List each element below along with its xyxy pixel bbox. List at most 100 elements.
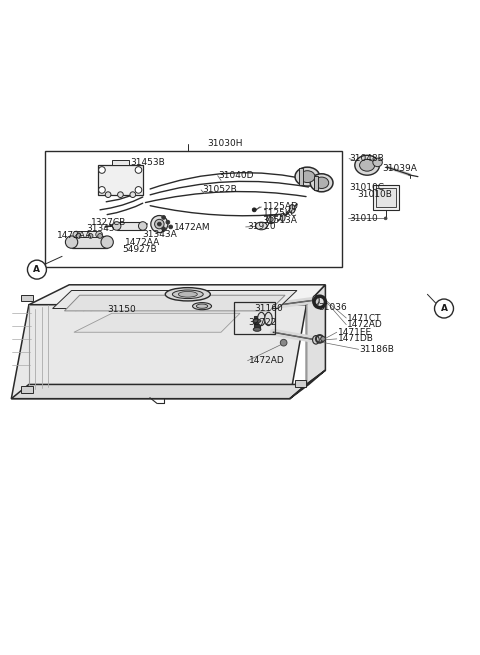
Text: 1125AD: 1125AD xyxy=(263,202,299,212)
Polygon shape xyxy=(53,291,297,309)
Ellipse shape xyxy=(295,167,320,186)
Text: 31160: 31160 xyxy=(254,304,283,313)
Text: 31030H: 31030H xyxy=(207,139,242,148)
Ellipse shape xyxy=(165,288,210,301)
Bar xyxy=(300,168,303,185)
Circle shape xyxy=(73,231,80,238)
Circle shape xyxy=(155,219,164,229)
Polygon shape xyxy=(64,295,285,311)
Circle shape xyxy=(151,215,168,233)
Bar xyxy=(21,386,33,393)
Text: 1471EE: 1471EE xyxy=(338,328,372,337)
Circle shape xyxy=(266,215,275,223)
Text: 1472AD: 1472AD xyxy=(347,320,383,329)
Text: 31052B: 31052B xyxy=(202,185,237,195)
Bar xyxy=(295,380,306,387)
Circle shape xyxy=(135,187,142,193)
Polygon shape xyxy=(29,285,325,305)
Circle shape xyxy=(98,166,105,174)
Text: 32722: 32722 xyxy=(249,318,277,328)
Circle shape xyxy=(138,221,147,231)
Text: 31343A: 31343A xyxy=(143,231,178,240)
Bar xyxy=(373,185,399,210)
Ellipse shape xyxy=(280,214,285,221)
Bar xyxy=(21,295,33,301)
Ellipse shape xyxy=(355,155,380,175)
Text: 1472AM: 1472AM xyxy=(174,223,210,233)
Ellipse shape xyxy=(172,290,203,299)
Bar xyxy=(314,176,318,190)
Circle shape xyxy=(112,221,121,231)
Text: 1472AD: 1472AD xyxy=(249,356,284,365)
Text: 31186B: 31186B xyxy=(360,345,395,354)
Circle shape xyxy=(434,299,454,318)
Ellipse shape xyxy=(264,312,272,326)
Ellipse shape xyxy=(373,158,383,166)
Ellipse shape xyxy=(258,312,265,326)
Ellipse shape xyxy=(314,177,329,189)
Ellipse shape xyxy=(300,171,315,183)
Circle shape xyxy=(88,234,93,238)
Text: 31039A: 31039A xyxy=(383,164,417,172)
Text: 31453B: 31453B xyxy=(130,158,165,167)
Circle shape xyxy=(96,231,102,238)
Ellipse shape xyxy=(253,319,261,323)
Circle shape xyxy=(118,192,123,198)
Circle shape xyxy=(27,260,47,279)
Circle shape xyxy=(76,234,81,238)
Circle shape xyxy=(166,220,170,224)
Ellipse shape xyxy=(196,304,208,309)
Ellipse shape xyxy=(312,295,319,305)
Circle shape xyxy=(280,339,287,346)
Circle shape xyxy=(97,234,102,238)
Text: 31513A: 31513A xyxy=(263,215,298,225)
Circle shape xyxy=(101,236,113,248)
Polygon shape xyxy=(12,305,306,399)
Text: 54927B: 54927B xyxy=(122,245,157,253)
Text: 1327CB: 1327CB xyxy=(91,217,126,227)
Circle shape xyxy=(130,192,136,198)
Bar xyxy=(76,231,99,237)
Ellipse shape xyxy=(312,335,319,344)
Circle shape xyxy=(268,217,273,221)
Circle shape xyxy=(252,208,256,212)
Polygon shape xyxy=(12,384,306,399)
Bar xyxy=(234,302,275,334)
Bar xyxy=(112,160,129,165)
Ellipse shape xyxy=(255,222,267,230)
Text: 31150: 31150 xyxy=(107,305,136,314)
Text: 31048B: 31048B xyxy=(349,154,384,163)
Text: 1471CT: 1471CT xyxy=(347,314,382,322)
Circle shape xyxy=(65,236,78,248)
Text: A: A xyxy=(441,304,447,313)
Text: 1471DB: 1471DB xyxy=(338,335,373,343)
Ellipse shape xyxy=(360,159,375,171)
Text: 31036: 31036 xyxy=(318,303,347,312)
Text: 31920: 31920 xyxy=(247,223,276,231)
Circle shape xyxy=(98,187,105,193)
Ellipse shape xyxy=(179,291,197,297)
Text: 31040D: 31040D xyxy=(219,171,254,180)
Circle shape xyxy=(384,217,387,220)
Text: 1472AA: 1472AA xyxy=(57,231,93,240)
Polygon shape xyxy=(306,285,325,384)
Text: 1125KC: 1125KC xyxy=(263,209,297,218)
Circle shape xyxy=(169,225,173,229)
Bar xyxy=(46,151,342,267)
Ellipse shape xyxy=(289,204,295,213)
Text: 31010B: 31010B xyxy=(358,190,393,199)
Bar xyxy=(97,165,143,195)
Text: 31010: 31010 xyxy=(349,214,378,223)
Text: 31010C: 31010C xyxy=(349,183,384,191)
Circle shape xyxy=(105,192,111,198)
Text: A: A xyxy=(34,265,40,274)
Circle shape xyxy=(162,227,166,231)
Bar xyxy=(254,316,260,329)
Text: 1472AA: 1472AA xyxy=(125,238,160,246)
Ellipse shape xyxy=(310,174,333,192)
Ellipse shape xyxy=(253,328,261,331)
Ellipse shape xyxy=(192,303,212,310)
Text: 31345: 31345 xyxy=(86,224,114,233)
Bar xyxy=(72,236,107,248)
Polygon shape xyxy=(290,370,325,399)
